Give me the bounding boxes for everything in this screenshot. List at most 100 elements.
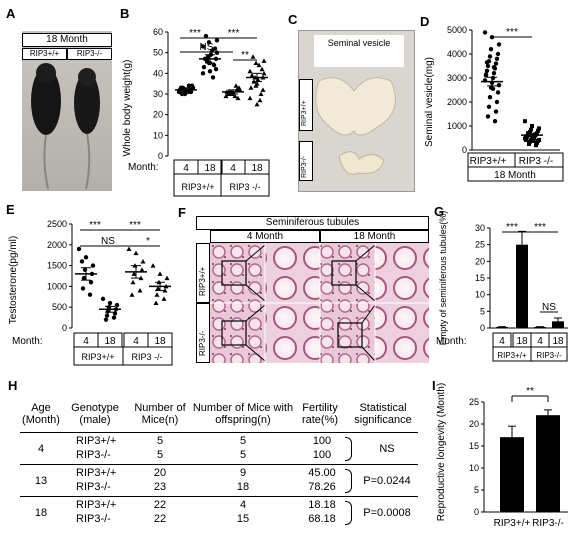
table-cell-offspring: 9 xyxy=(239,467,247,479)
table-cell-genotype: RIP3+/+ xyxy=(76,467,117,479)
data-point xyxy=(131,271,137,276)
e-month-label: Month: xyxy=(12,336,43,347)
data-point xyxy=(200,44,206,49)
histology-figure: Seminiferous tubules 4 Month 18 Month RI… xyxy=(196,216,429,366)
vesicle-shapes xyxy=(315,77,396,175)
data-point xyxy=(236,85,242,90)
data-point xyxy=(259,66,265,72)
panel-letter-d: D xyxy=(420,14,430,29)
e-y-tick-label: 2500 xyxy=(47,219,67,229)
table-brace xyxy=(345,437,352,461)
g-y-tick-label: 15 xyxy=(475,273,485,283)
d-ylabel: Seminal vesicle(mg) xyxy=(424,57,435,147)
data-point xyxy=(487,54,493,59)
data-point xyxy=(154,292,160,297)
data-point xyxy=(484,60,490,65)
d-group-label: 18 Month xyxy=(494,170,536,181)
data-point xyxy=(490,75,496,81)
b-genotype-wt: RIP3+/+ xyxy=(181,182,214,192)
data-point xyxy=(137,288,143,293)
data-point xyxy=(485,114,491,119)
data-point xyxy=(87,292,93,297)
data-point xyxy=(250,54,256,59)
b-y-tick-label: 60 xyxy=(153,27,163,37)
g-y-tick-label: 30 xyxy=(475,223,485,233)
table-cell-genotype: RIP3+/+ xyxy=(76,499,117,511)
data-point xyxy=(207,69,213,74)
g-genotype-wt: RIP3+/+ xyxy=(497,351,527,360)
data-point xyxy=(494,99,500,105)
data-point xyxy=(486,104,492,110)
photo-genotype-wt: RIP3+/+ xyxy=(22,48,67,60)
e-y-tick-label: 0 xyxy=(62,323,67,333)
data-point xyxy=(260,87,266,92)
data-point xyxy=(107,300,113,306)
data-point xyxy=(235,95,241,101)
data-point xyxy=(139,267,145,272)
table-header-mice: Number of Mice(n) xyxy=(134,402,186,426)
data-point xyxy=(103,317,109,322)
b-genotype-ko: RIP3 -/- xyxy=(229,182,260,192)
b-y-tick-label: 50 xyxy=(153,48,163,58)
chart-e: Testosterone(pg/ml) 0 500 1000 1500 2000 2500… xyxy=(8,219,173,366)
table-cell-mice: 23 xyxy=(153,481,167,493)
b-ylabel: Whole body weight(g) xyxy=(122,60,133,157)
table-cell-stat: NS xyxy=(379,443,395,455)
data-point xyxy=(529,127,533,132)
bar xyxy=(534,327,546,328)
data-point xyxy=(133,250,139,256)
table-cell-genotype: RIP3-/- xyxy=(76,481,111,493)
data-point xyxy=(206,40,212,45)
table-cell-mice: 22 xyxy=(153,513,167,525)
g-month-value: 18 xyxy=(552,336,564,347)
table-cell-offspring: 18 xyxy=(236,481,250,493)
table-cell-offspring: 5 xyxy=(239,435,247,447)
i-y-tick-label: 0 xyxy=(474,507,479,517)
b-y-tick-label: 30 xyxy=(153,89,163,99)
table-cell-mice: 5 xyxy=(156,435,164,447)
g-month-value: 4 xyxy=(499,336,505,347)
data-point xyxy=(164,275,170,281)
data-point xyxy=(534,143,538,148)
table-header-fertility: Fertility rate(%) xyxy=(301,402,339,426)
data-point xyxy=(79,259,85,264)
data-point xyxy=(214,38,220,43)
table-cell-fertility: 100 xyxy=(312,449,332,461)
data-point xyxy=(157,271,163,276)
data-point xyxy=(210,75,216,80)
b-y-tick-label: 0 xyxy=(158,151,163,161)
data-point xyxy=(257,97,263,103)
e-month-value: 4 xyxy=(83,336,89,347)
data-point xyxy=(535,140,539,145)
table-brace xyxy=(345,501,352,525)
d-category-label: RIP3 -/- xyxy=(519,156,553,167)
data-point xyxy=(496,83,502,88)
data-point xyxy=(531,138,535,143)
data-point xyxy=(495,51,501,57)
data-point xyxy=(233,83,239,88)
data-point xyxy=(81,275,87,281)
g-sig-label: *** xyxy=(506,222,518,233)
b-month-value: 4 xyxy=(183,163,189,174)
data-point xyxy=(111,315,117,320)
data-point xyxy=(537,126,541,131)
i-sig-label: ** xyxy=(526,386,534,397)
e-ylabel: Testosterone(pg/ml) xyxy=(8,236,19,324)
table-brace xyxy=(345,469,352,493)
g-y-tick-label: 20 xyxy=(475,256,485,266)
data-point xyxy=(161,296,167,301)
i-category-label: RIP3+/+ xyxy=(494,518,531,529)
data-point xyxy=(253,83,259,88)
data-point xyxy=(203,33,209,39)
histology-images xyxy=(210,243,429,363)
data-point xyxy=(211,62,217,68)
g-genotype-ko: RIP3-/- xyxy=(536,351,562,360)
i-category-label: RIP3-/- xyxy=(532,518,564,529)
chart-d: Seminal vesicle(mg) 0 1000 2000 3000 4000 500… xyxy=(424,25,564,182)
e-y-tick-label: 500 xyxy=(52,302,67,312)
e-month-value: 4 xyxy=(133,336,139,347)
b-month-value: 4 xyxy=(230,163,236,174)
i-y-tick-label: 25 xyxy=(469,397,479,407)
data-point xyxy=(130,279,136,285)
g-genotype-box xyxy=(492,346,568,362)
